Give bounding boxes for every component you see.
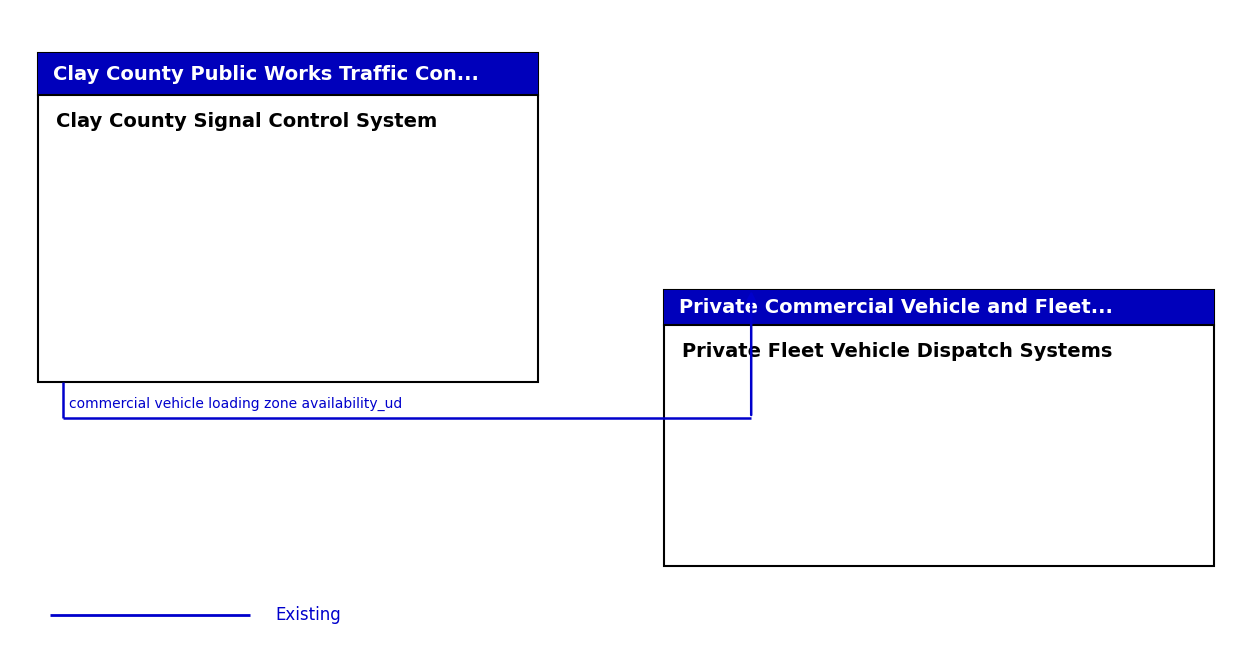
Text: Private Commercial Vehicle and Fleet...: Private Commercial Vehicle and Fleet... [679,298,1113,317]
Text: commercial vehicle loading zone availability_ud: commercial vehicle loading zone availabi… [69,397,402,411]
Text: Clay County Signal Control System: Clay County Signal Control System [56,112,438,131]
Text: Clay County Public Works Traffic Con...: Clay County Public Works Traffic Con... [53,64,478,84]
Text: Existing: Existing [275,606,342,624]
Bar [38,53,538,95]
Bar [664,290,1214,326]
Bar [664,290,1214,566]
Bar [38,53,538,382]
Text: Private Fleet Vehicle Dispatch Systems: Private Fleet Vehicle Dispatch Systems [682,342,1113,361]
